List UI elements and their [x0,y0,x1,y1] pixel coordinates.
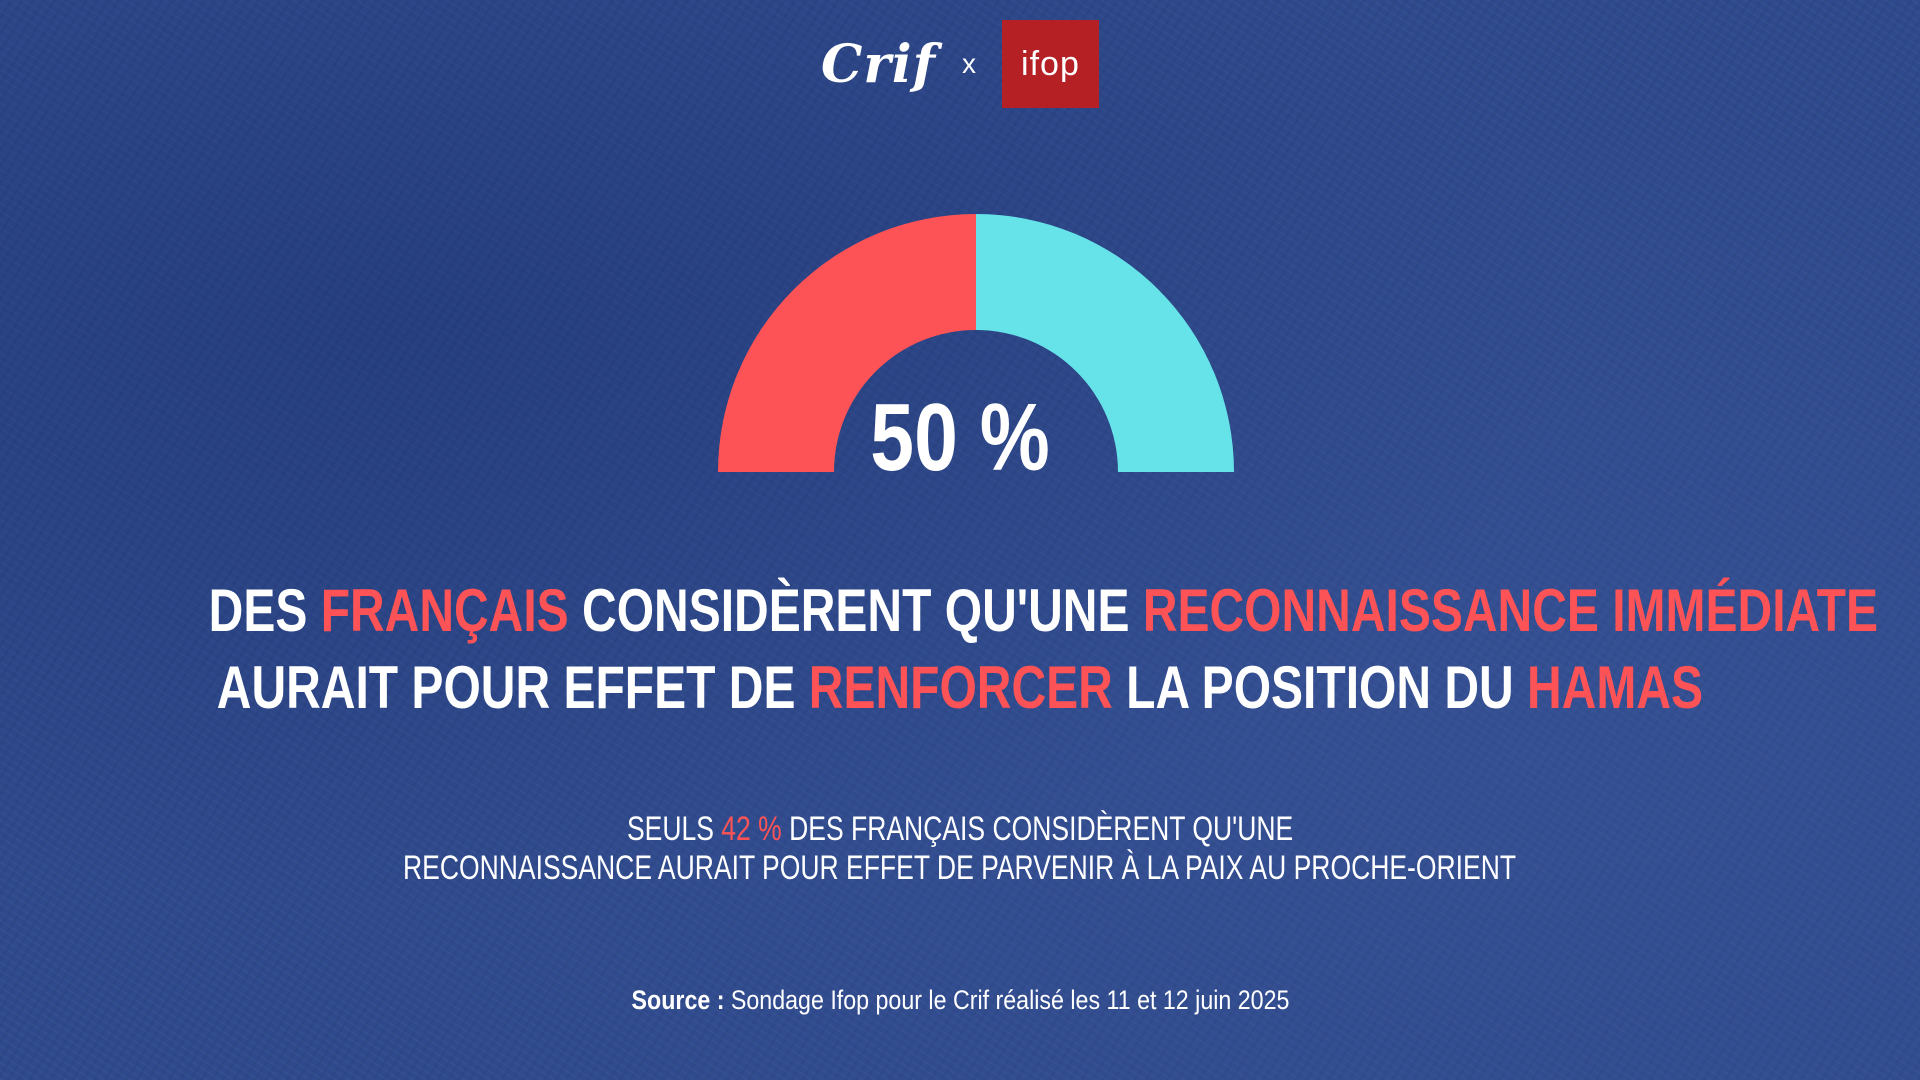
subtitle: Seuls 42 % des Français considèrent qu'u… [0,810,1920,888]
gauge-value-label: 50 % [870,384,1050,491]
headline: Des Français considèrent qu'une reconnai… [0,572,1920,726]
headline-highlight: Français [320,577,569,644]
logo-separator: x [961,48,976,79]
headline-highlight: reconnaissance immédiate [1142,577,1878,644]
headline-highlight: renforcer [808,654,1113,721]
headline-text: considèrent qu'une [568,577,1143,644]
headline-line-1: Des Français considèrent qu'une reconnai… [209,572,1878,649]
headline-highlight: Hamas [1527,654,1704,721]
subtitle-text: Seuls [626,810,722,848]
source-label: Source : [631,985,724,1015]
subtitle-text: des Français considèrent qu'une [781,810,1294,848]
crif-logo: Crif [821,33,936,95]
headline-text: Des [208,577,321,644]
headline-text: aurait pour effet de [216,654,809,721]
headline-text: la position du [1112,654,1528,721]
ifop-logo-text: ifop [1021,44,1080,83]
source-note: Source : Sondage Ifop pour le Crif réali… [0,985,1920,1016]
gauge-right-segment [976,214,1234,472]
subtitle-line-2: reconnaissance aurait pour effet de parv… [403,849,1517,887]
gauge-left-segment [718,214,976,472]
partner-logos: Crif x ifop [0,20,1920,108]
subtitle-line-1: Seuls 42 % des Français considèrent qu'u… [627,810,1293,849]
headline-line-2: aurait pour effet de renforcer la positi… [217,649,1703,726]
half-donut-gauge [718,214,1234,472]
source-text: Sondage Ifop pour le Crif réalisé les 11… [723,985,1289,1015]
subtitle-highlight: 42 % [721,810,782,848]
ifop-logo: ifop [1001,20,1099,108]
